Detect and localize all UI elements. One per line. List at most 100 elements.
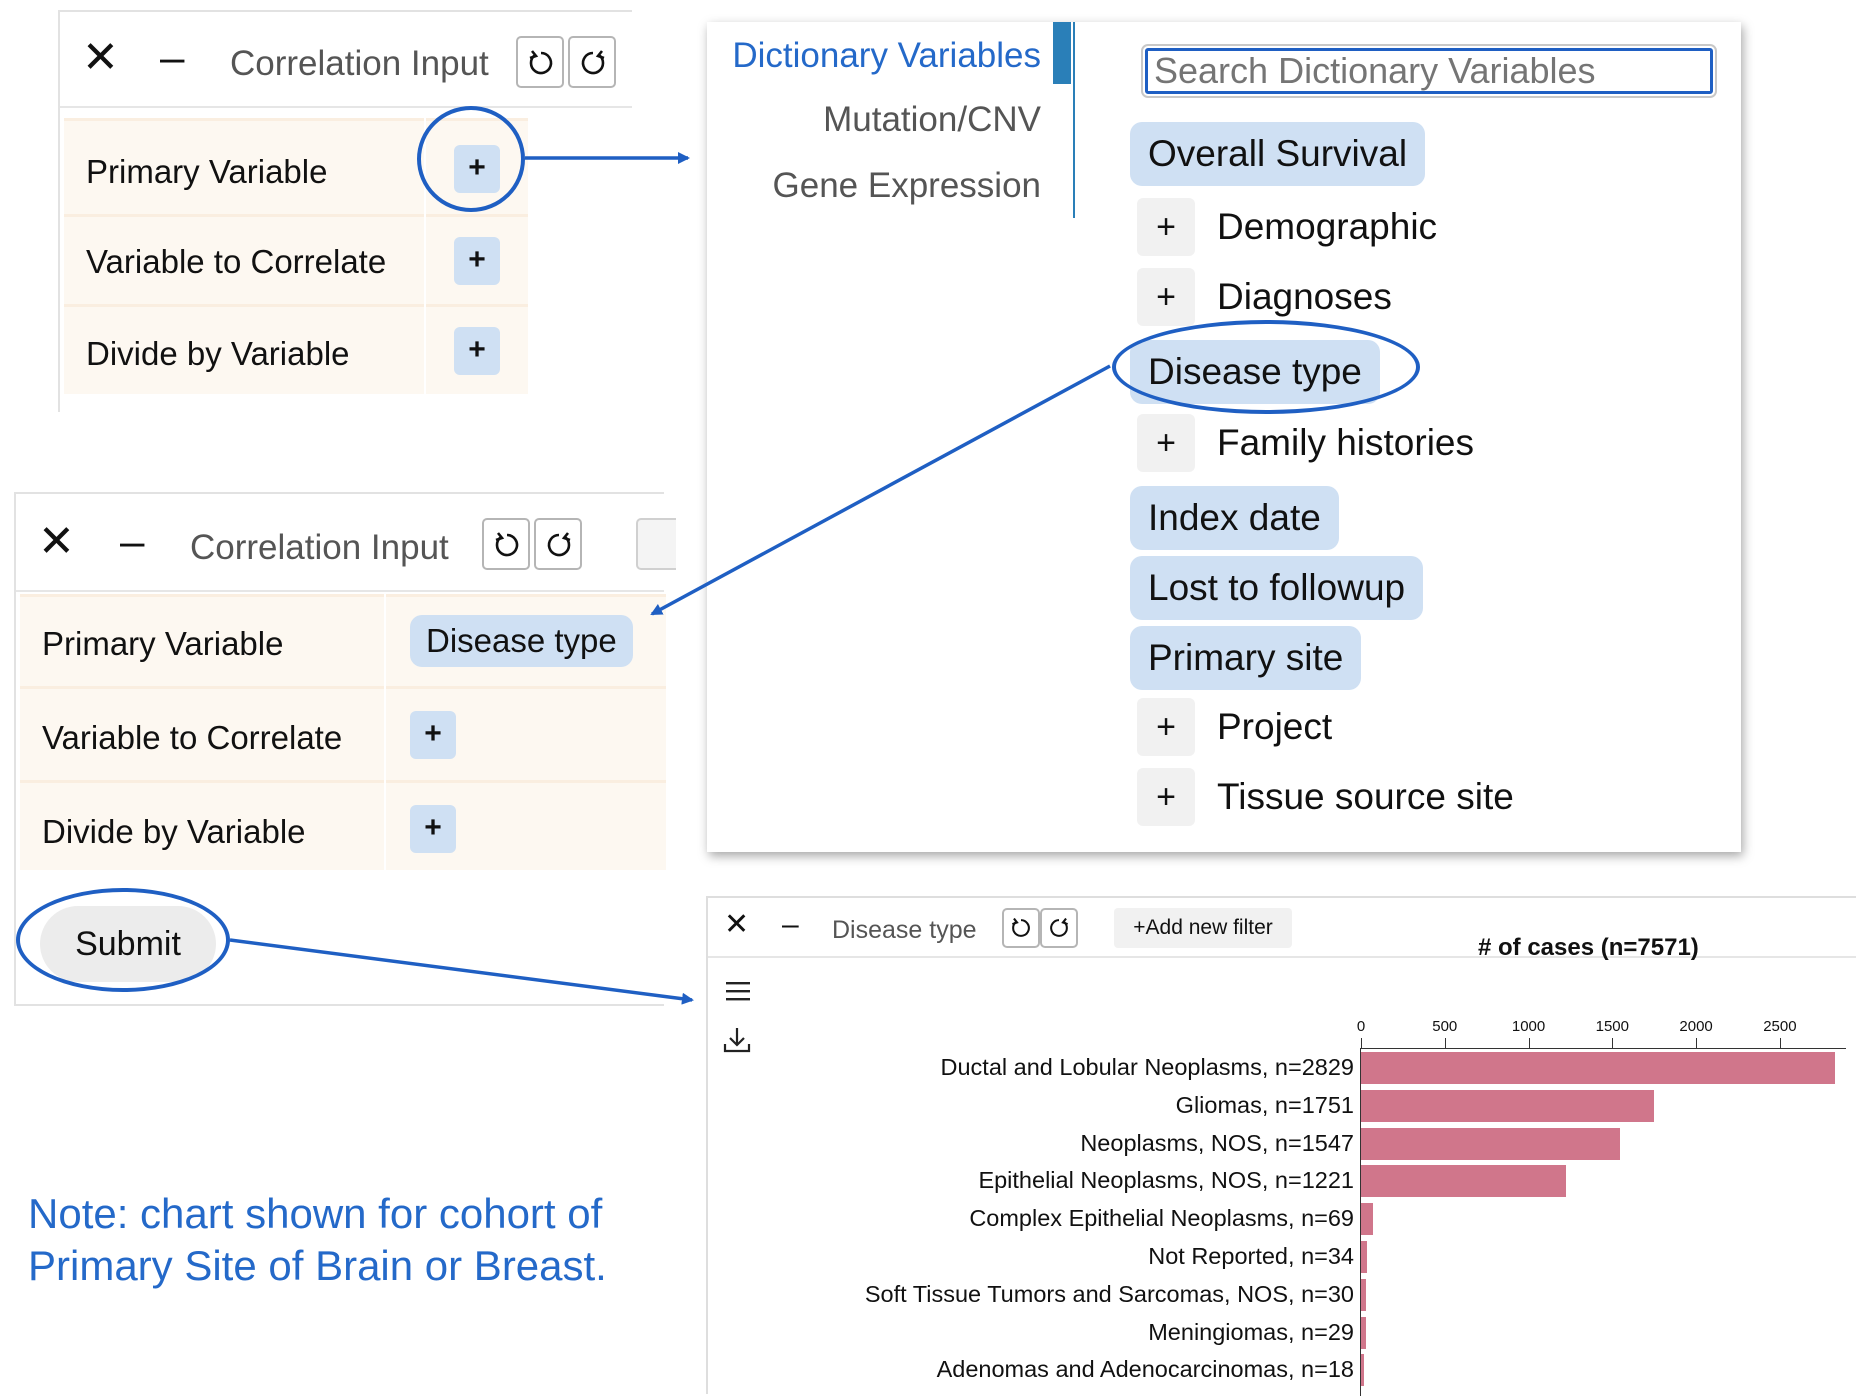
x-tick-label: 2000 <box>1679 1018 1713 1035</box>
y-axis-line <box>1360 1048 1361 1396</box>
x-tick <box>1779 1038 1781 1048</box>
row-primary-variable-value: Disease type <box>386 594 666 686</box>
tab-mutation-cnv[interactable]: Mutation/CNV <box>823 100 1041 139</box>
x-tick <box>1444 1038 1446 1048</box>
undo-icon <box>495 532 519 557</box>
close-icon[interactable]: ✕ <box>82 33 119 82</box>
row-variable-to-correlate: Variable to Correlate <box>64 214 424 304</box>
undo-button[interactable] <box>482 518 530 570</box>
variable-overall-survival[interactable]: Overall Survival <box>1130 122 1426 186</box>
tab-gene-expression[interactable]: Gene Expression <box>772 166 1041 205</box>
menu-icon[interactable] <box>726 980 750 1002</box>
bar[interactable] <box>1361 1165 1566 1198</box>
redo-button[interactable] <box>568 36 616 88</box>
row-primary-variable: Primary Variable <box>20 594 384 686</box>
redo-button[interactable] <box>534 518 582 570</box>
variable-group-project[interactable]: Project <box>1217 706 1333 747</box>
bar[interactable] <box>1361 1316 1366 1349</box>
category-label: Ductal and Lobular Neoplasms, n=2829 <box>940 1054 1354 1080</box>
disease-type-chart-panel: ✕ – Disease type +Add new filter # of ca… <box>706 896 1856 1396</box>
minimize-icon[interactable]: – <box>160 33 185 82</box>
bar[interactable] <box>1361 1203 1373 1236</box>
note-line-1: Note: chart shown for cohort of <box>28 1190 603 1237</box>
download-icon[interactable] <box>722 1026 752 1054</box>
category-label: Not Reported, n=34 <box>1148 1243 1354 1269</box>
row-label: Primary Variable <box>42 625 284 662</box>
x-tick-label: 2500 <box>1763 1018 1797 1035</box>
bar[interactable] <box>1361 1127 1621 1160</box>
search-input[interactable] <box>1141 44 1717 98</box>
expand-diagnoses-button[interactable]: + <box>1137 268 1195 326</box>
tab-dictionary-variables[interactable]: Dictionary Variables <box>732 36 1041 75</box>
variable-lost-to-followup[interactable]: Lost to followup <box>1130 556 1424 620</box>
correlation-input-panel-bottom: ✕ – Correlation Input Primary Variable D… <box>14 492 676 1006</box>
row-divide-by-variable: Divide by Variable <box>64 304 424 394</box>
x-tick-label: 0 <box>1356 1018 1366 1035</box>
category-label: Neoplasms, NOS, n=1547 <box>1080 1129 1354 1156</box>
panel-header: ✕ – Correlation Input <box>16 494 676 592</box>
add-divide-variable-button[interactable]: + <box>454 327 500 375</box>
variable-group-tissue-source-site[interactable]: Tissue source site <box>1217 776 1514 817</box>
x-tick-label: 500 <box>1432 1018 1458 1035</box>
tab-list <box>707 22 1075 218</box>
expand-demographic-button[interactable]: + <box>1137 198 1195 256</box>
panel-title: Correlation Input <box>230 44 489 83</box>
add-new-filter-button[interactable]: +Add new filter <box>1114 908 1292 948</box>
minimize-icon[interactable]: – <box>782 908 799 941</box>
add-correlate-variable-button[interactable]: + <box>454 237 500 285</box>
expand-project-button[interactable]: + <box>1137 698 1195 756</box>
highlight-ellipse <box>16 888 230 992</box>
highlight-circle <box>417 106 525 212</box>
highlight-ellipse <box>1112 320 1420 414</box>
category-labels: Ductal and Lobular Neoplasms, n=2829 Glio… <box>708 898 1354 1396</box>
add-filter-button-partial[interactable] <box>636 518 676 570</box>
expand-tissue-source-site-button[interactable]: + <box>1137 768 1195 826</box>
undo-button[interactable] <box>1002 908 1040 948</box>
bar[interactable] <box>1361 1278 1367 1311</box>
tab-active-indicator <box>1053 22 1071 84</box>
note-line-2: Primary Site of Brain or Breast. <box>28 1242 607 1289</box>
bar[interactable] <box>1361 1241 1367 1273</box>
correlation-input-panel-top: ✕ – Correlation Input Primary Variable +… <box>58 10 632 412</box>
redo-icon <box>1050 917 1068 937</box>
minimize-icon[interactable]: – <box>120 517 145 566</box>
expand-family-histories-button[interactable]: + <box>1137 414 1195 472</box>
row-label: Variable to Correlate <box>86 243 387 280</box>
selected-primary-variable[interactable]: Disease type <box>410 615 633 667</box>
variable-index-date[interactable]: Index date <box>1130 486 1339 550</box>
row-variable-to-correlate-action: + <box>426 214 528 304</box>
bar[interactable] <box>1361 1354 1365 1387</box>
x-tick <box>1696 1038 1698 1048</box>
variable-group-demographic[interactable]: Demographic <box>1217 206 1438 247</box>
row-variable-to-correlate-action: + <box>386 686 666 780</box>
category-label: Adenomas and Adenocarcinomas, n=18 <box>936 1356 1354 1383</box>
variable-group-diagnoses[interactable]: Diagnoses <box>1217 276 1392 317</box>
add-divide-variable-button[interactable]: + <box>410 805 456 853</box>
x-axis-line <box>1360 1048 1846 1049</box>
row-primary-variable: Primary Variable <box>64 118 424 214</box>
redo-button[interactable] <box>1040 908 1078 948</box>
chart-title: # of cases (n=7571) <box>1478 934 1699 961</box>
row-variable-to-correlate: Variable to Correlate <box>20 686 384 780</box>
variable-primary-site[interactable]: Primary site <box>1130 626 1362 690</box>
close-icon[interactable]: ✕ <box>724 908 750 941</box>
row-label: Primary Variable <box>86 153 328 190</box>
undo-button[interactable] <box>516 36 564 88</box>
chart-panel-header: ✕ – Disease type +Add new filter <box>708 898 1856 958</box>
undo-icon <box>1012 917 1030 937</box>
variable-group-family-histories[interactable]: Family histories <box>1217 422 1474 463</box>
category-label: Complex Epithelial Neoplasms, n=69 <box>969 1205 1354 1232</box>
bar[interactable] <box>1361 1089 1655 1122</box>
x-tick <box>1361 1038 1362 1048</box>
panel-header: ✕ – Correlation Input <box>60 12 632 108</box>
x-tick <box>1612 1038 1614 1048</box>
row-divide-by-variable-action: + <box>386 780 666 870</box>
close-icon[interactable]: ✕ <box>38 517 75 566</box>
category-label: Soft Tissue Tumors and Sarcomas, NOS, n=… <box>864 1280 1354 1307</box>
redo-icon <box>547 532 571 557</box>
x-tick <box>1528 1038 1530 1048</box>
add-correlate-variable-button[interactable]: + <box>410 711 456 759</box>
dictionary-variables-panel: Dictionary Variables Mutation/CNV Gene E… <box>707 22 1741 852</box>
bar[interactable] <box>1361 1052 1835 1084</box>
panel-title: Disease type <box>832 916 977 944</box>
